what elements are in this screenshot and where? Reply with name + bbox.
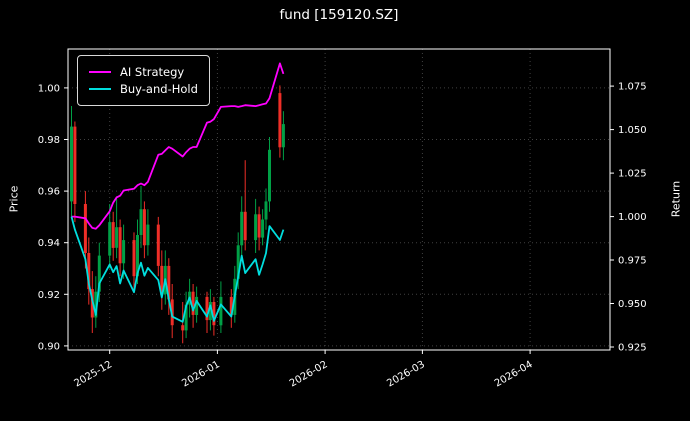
svg-text:2026-03: 2026-03 xyxy=(385,359,427,389)
svg-text:1.075: 1.075 xyxy=(618,82,647,93)
legend-label-buy-and-hold: Buy-and-Hold xyxy=(120,82,198,96)
svg-text:2026-02: 2026-02 xyxy=(288,359,330,389)
legend-label-ai-strategy: AI Strategy xyxy=(120,65,185,79)
svg-text:1.025: 1.025 xyxy=(618,169,647,180)
buy-and-hold-line-swatch xyxy=(89,88,111,90)
line-series-layer xyxy=(70,62,285,323)
chart-title: fund [159120.SZ] xyxy=(279,7,399,23)
svg-text:0.96: 0.96 xyxy=(38,187,60,198)
legend: AI Strategy Buy-and-Hold xyxy=(77,55,210,106)
axis-ticks-layer: 0.90 0.92 0.94 0.96 0.98 1.00 0.925 0.950 0.975 1… xyxy=(38,82,647,390)
svg-text:0.925: 0.925 xyxy=(618,343,647,354)
svg-text:0.94: 0.94 xyxy=(38,238,60,249)
legend-item-buy-and-hold: Buy-and-Hold xyxy=(89,82,198,96)
svg-text:0.98: 0.98 xyxy=(38,135,60,146)
svg-text:1.050: 1.050 xyxy=(618,125,647,136)
svg-text:2025-12: 2025-12 xyxy=(73,359,115,389)
svg-text:0.92: 0.92 xyxy=(38,290,60,301)
plot-border xyxy=(67,48,611,351)
svg-text:0.90: 0.90 xyxy=(38,341,60,352)
svg-text:2026-01: 2026-01 xyxy=(180,359,222,389)
candles-layer xyxy=(70,85,285,344)
svg-text:2026-04: 2026-04 xyxy=(493,359,535,389)
svg-text:1.000: 1.000 xyxy=(618,212,647,223)
ai-strategy-line-swatch xyxy=(89,71,111,73)
svg-text:0.950: 0.950 xyxy=(618,299,647,310)
svg-text:0.975: 0.975 xyxy=(618,256,647,267)
legend-item-ai-strategy: AI Strategy xyxy=(89,65,198,79)
svg-text:1.00: 1.00 xyxy=(38,83,60,94)
